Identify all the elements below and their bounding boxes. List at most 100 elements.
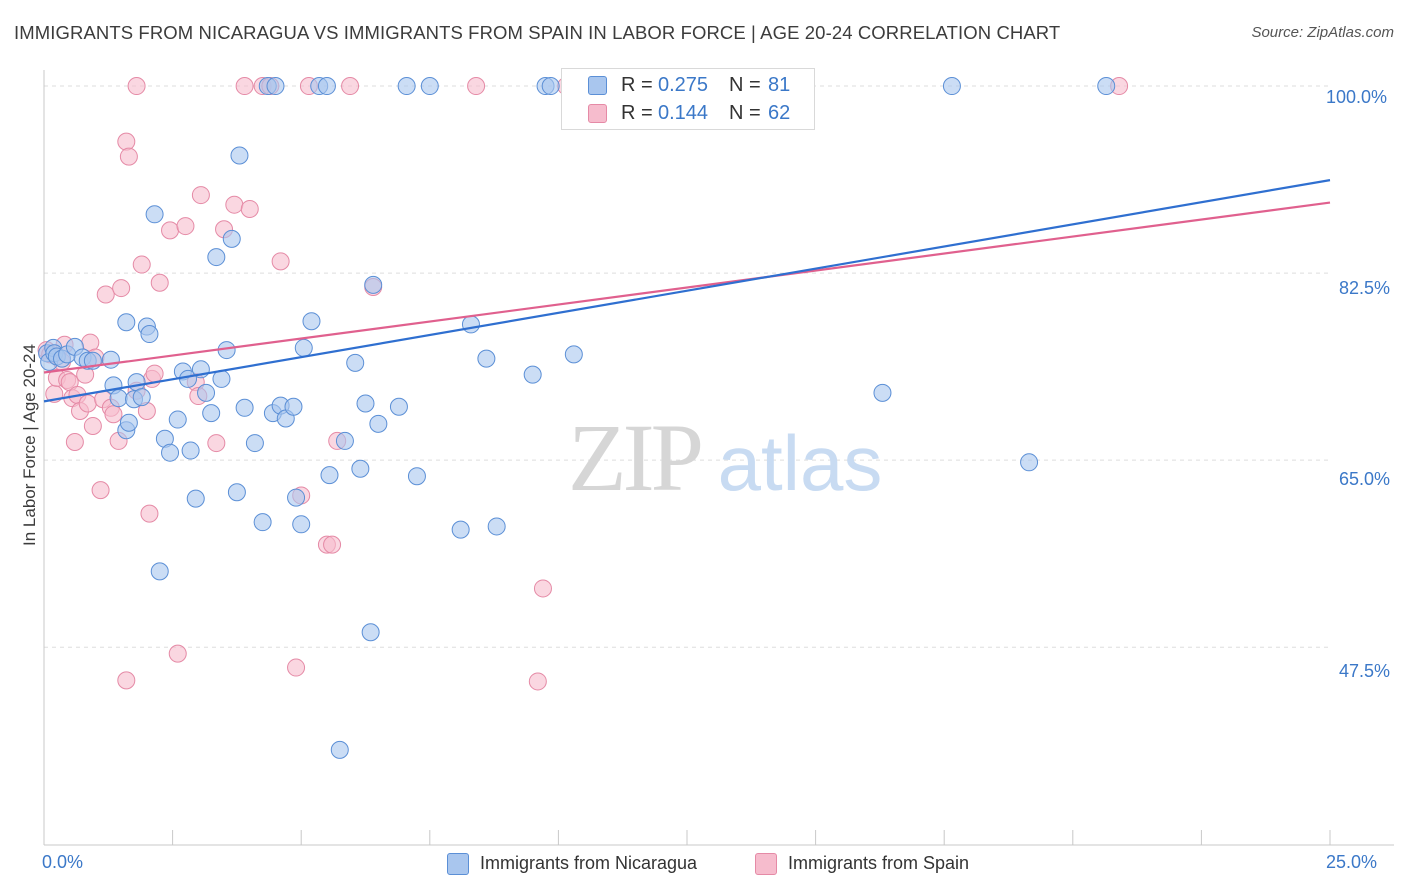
spain-point-15	[83, 416, 102, 435]
nicaragua-point-59	[351, 459, 370, 478]
nicaragua-point-51	[294, 338, 313, 357]
nicaragua-point-21	[140, 325, 159, 344]
nicaragua-point-57	[335, 431, 354, 450]
nicaragua-legend-swatch	[447, 853, 469, 875]
spain-point-52	[341, 77, 360, 96]
nicaragua-point-55	[320, 466, 339, 485]
series-nicaragua-points	[38, 77, 1116, 759]
nicaragua-point-25	[161, 443, 180, 462]
spain-point-46	[287, 658, 306, 677]
axes	[43, 70, 1394, 846]
spain-point-32	[161, 221, 180, 240]
nicaragua-n-value: 81	[768, 74, 791, 96]
y-axis-label-wrap: In Labor Force | Age 20-24	[15, 300, 45, 590]
nicaragua-point-30	[186, 489, 205, 508]
r-label: R =	[621, 74, 653, 96]
spain-point-8	[65, 433, 84, 451]
nicaragua-point-56	[330, 740, 349, 759]
nicaragua-point-64	[389, 397, 408, 416]
spain-point-18	[96, 285, 115, 304]
y-axis-label: In Labor Force | Age 20-24	[20, 344, 39, 546]
nicaragua-point-77	[873, 383, 892, 402]
spain-point-31	[150, 273, 169, 292]
nicaragua-point-66	[407, 467, 426, 486]
nicaragua-point-78	[942, 77, 961, 96]
spain-point-23	[117, 132, 136, 151]
n-label: N =	[729, 74, 761, 96]
nicaragua-point-80	[1097, 77, 1116, 96]
nicaragua-legend-label: Immigrants from Nicaragua	[480, 853, 698, 873]
nicaragua-point-32	[197, 383, 216, 402]
nicaragua-point-69	[461, 315, 480, 334]
nicaragua-point-11	[101, 350, 120, 369]
nicaragua-point-71	[487, 517, 506, 536]
spain-swatch	[588, 104, 607, 123]
r-label: R =	[621, 102, 653, 124]
nicaragua-point-33	[202, 404, 221, 423]
spain-point-30	[145, 364, 164, 383]
spain-point-33	[168, 644, 187, 663]
nicaragua-point-16	[117, 313, 136, 332]
nicaragua-point-45	[266, 77, 285, 96]
nicaragua-point-34	[207, 248, 226, 267]
correlation-legend: R = 0.275 N = 81 R = 0.144 N = 62	[561, 68, 815, 130]
nicaragua-point-13	[109, 389, 128, 408]
spain-point-56	[533, 579, 552, 598]
nicaragua-point-50	[292, 515, 311, 534]
nicaragua-point-49	[287, 488, 306, 507]
spain-point-42	[240, 199, 259, 218]
spain-point-40	[225, 195, 244, 214]
spain-point-55	[528, 672, 547, 691]
nicaragua-point-65	[397, 77, 416, 96]
nicaragua-point-41	[245, 434, 264, 453]
watermark-zip: ZIP	[568, 404, 701, 511]
chart-title: IMMIGRANTS FROM NICARAGUA VS IMMIGRANTS …	[14, 22, 1061, 43]
nicaragua-point-74	[541, 77, 560, 96]
y-tick-label-82-5: 82.5%	[1339, 278, 1391, 298]
spain-point-45	[271, 252, 290, 271]
nicaragua-point-23	[150, 562, 169, 581]
spain-point-13	[81, 333, 100, 352]
spain-r-value: 0.144	[658, 102, 709, 124]
nicaragua-point-79	[1020, 453, 1039, 472]
nicaragua-swatch	[588, 76, 607, 95]
spain-point-22	[112, 279, 131, 298]
spain-n-value: 62	[768, 102, 791, 124]
nicaragua-point-61	[361, 623, 380, 642]
watermark: ZIP atlas	[568, 404, 882, 511]
x-tick-label-min: 0.0%	[42, 852, 84, 872]
spain-point-58	[117, 671, 136, 690]
spain-point-20	[104, 405, 123, 424]
x-tick-label-max: 25.0%	[1326, 852, 1378, 872]
spain-legend-label: Immigrants from Spain	[788, 853, 970, 873]
source-credit: Source: ZipAtlas.com	[1251, 24, 1394, 41]
nicaragua-point-26	[168, 410, 187, 429]
spain-point-38	[207, 434, 226, 453]
nicaragua-point-52	[302, 312, 321, 331]
spain-point-41	[235, 77, 254, 96]
nicaragua-point-58	[346, 353, 365, 372]
spain-point-16	[91, 481, 110, 500]
nicaragua-point-39	[230, 146, 249, 165]
gridlines	[44, 85, 1330, 648]
spain-legend-swatch	[755, 853, 777, 875]
nicaragua-point-67	[420, 77, 439, 96]
nicaragua-point-68	[451, 520, 470, 539]
nicaragua-point-42	[253, 513, 272, 532]
nicaragua-point-18	[127, 373, 146, 392]
spain-point-59	[127, 77, 146, 96]
nicaragua-point-37	[222, 229, 241, 248]
n-label: N =	[729, 102, 761, 124]
nicaragua-point-19	[132, 388, 151, 407]
nicaragua-point-75	[564, 345, 583, 364]
nicaragua-point-15	[119, 413, 138, 432]
nicaragua-point-40	[235, 398, 254, 417]
nicaragua-point-60	[356, 394, 375, 413]
nicaragua-point-62	[364, 275, 383, 294]
series-spain-points	[37, 77, 1129, 691]
watermark-atlas: atlas	[718, 419, 883, 507]
spain-point-54	[467, 77, 486, 96]
spain-point-12	[78, 394, 97, 413]
spain-point-26	[132, 255, 151, 274]
